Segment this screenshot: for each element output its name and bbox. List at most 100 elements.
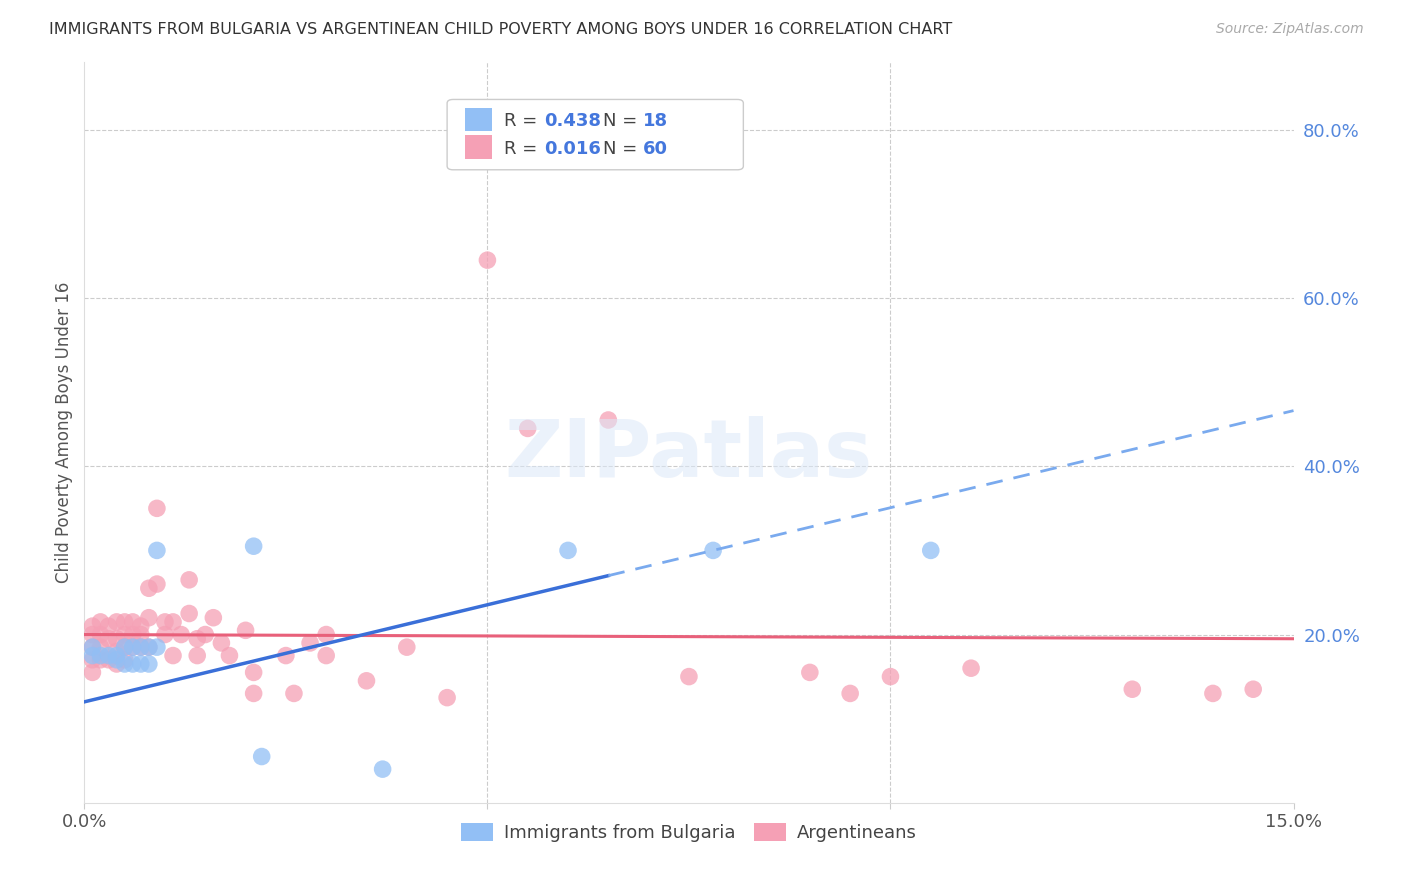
Point [194,627,217,641]
Point [97,648,120,663]
Point [218,648,240,663]
Text: R =: R = [503,112,543,130]
Point [82,665,104,680]
Y-axis label: Child Poverty Among Boys Under 16: Child Poverty Among Boys Under 16 [55,282,73,583]
Point [179,607,201,621]
Point [162,648,184,663]
Text: IMMIGRANTS FROM BULGARIA VS ARGENTINEAN CHILD POVERTY AMONG BOYS UNDER 16 CORREL: IMMIGRANTS FROM BULGARIA VS ARGENTINEAN … [49,22,952,37]
Text: 18: 18 [643,112,668,130]
Point [1121,682,1143,697]
Text: 0.438: 0.438 [544,112,600,130]
Point [129,640,152,655]
Point [153,615,176,629]
Point [678,670,700,684]
Point [114,615,136,629]
Point [839,686,862,700]
Text: ZIPatlas: ZIPatlas [505,416,873,494]
Point [138,640,160,655]
Point [129,657,152,671]
Point [105,632,128,646]
Point [242,686,264,700]
Point [114,640,136,655]
Point [702,543,724,558]
Point [82,619,104,633]
Point [82,653,104,667]
Point [356,673,378,688]
Point [138,581,160,595]
Point [299,636,322,650]
Point [186,648,208,663]
FancyBboxPatch shape [465,108,492,131]
Point [105,644,128,658]
Point [129,640,152,655]
Text: 0.016: 0.016 [544,140,600,158]
Point [371,762,394,776]
Point [162,615,184,629]
Point [146,543,169,558]
Point [82,648,104,663]
Point [82,640,104,655]
Point [129,619,152,633]
Point [179,573,201,587]
Point [97,632,120,646]
Point [477,253,499,268]
Point [516,421,538,435]
Point [105,653,128,667]
Point [242,665,264,680]
Point [121,657,143,671]
Point [82,640,104,655]
Point [920,543,942,558]
Legend: Immigrants from Bulgaria, Argentineans: Immigrants from Bulgaria, Argentineans [454,815,924,849]
Point [89,640,111,655]
Point [138,657,160,671]
Point [146,640,169,655]
Point [114,653,136,667]
Point [153,627,176,641]
Point [121,615,143,629]
Point [114,657,136,671]
Point [209,636,232,650]
Point [89,653,111,667]
Point [1241,682,1264,697]
Point [799,665,821,680]
Point [146,501,169,516]
Point [879,670,901,684]
Point [598,413,620,427]
Point [89,627,111,641]
Text: Source: ZipAtlas.com: Source: ZipAtlas.com [1216,22,1364,37]
Point [97,653,120,667]
Point [114,640,136,655]
Text: N =: N = [603,112,643,130]
Point [960,661,983,675]
Point [138,640,160,655]
Point [82,627,104,641]
Text: N =: N = [603,140,643,158]
Point [202,610,225,624]
Point [89,615,111,629]
Point [114,627,136,641]
FancyBboxPatch shape [447,99,744,169]
Point [121,640,143,655]
Point [121,640,143,655]
Point [283,686,305,700]
Point [105,657,128,671]
Point [1202,686,1225,700]
Point [138,610,160,624]
Point [274,648,297,663]
Text: R =: R = [503,140,543,158]
Point [235,624,257,638]
Point [242,539,264,553]
FancyBboxPatch shape [465,135,492,159]
Point [436,690,458,705]
Point [315,648,337,663]
Point [146,577,169,591]
Point [315,627,337,641]
Point [250,749,273,764]
Point [129,627,152,641]
Point [97,619,120,633]
Point [105,615,128,629]
Point [105,648,128,663]
Point [186,632,208,646]
Point [121,627,143,641]
Point [557,543,579,558]
